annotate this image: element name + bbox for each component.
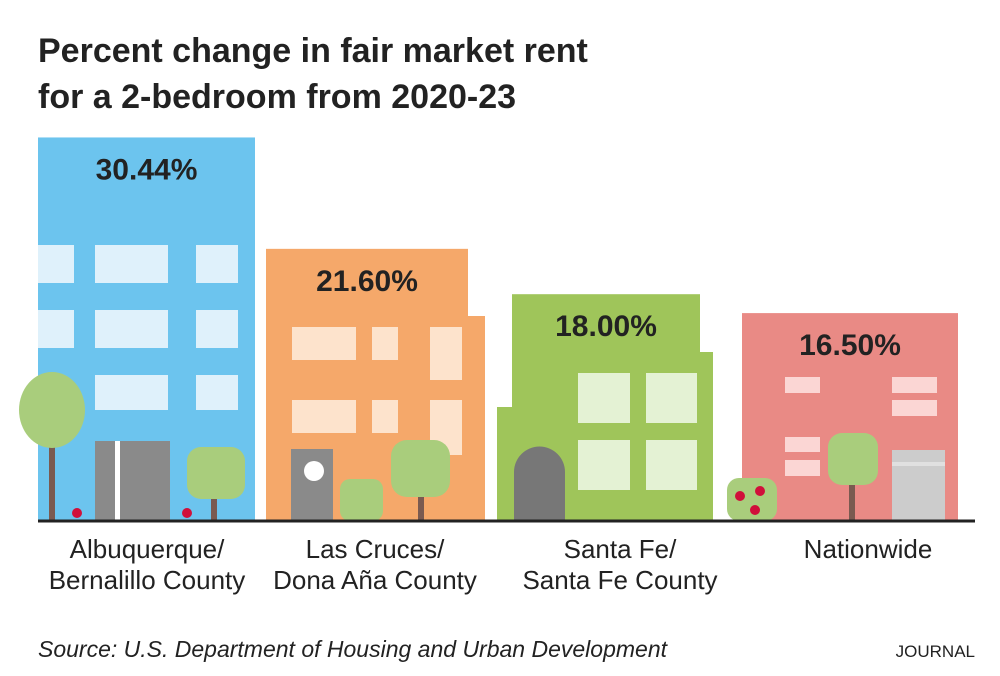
value-label: 21.60%: [316, 265, 418, 298]
value-label: 30.44%: [96, 153, 198, 186]
decorations: [19, 245, 945, 521]
source: Source: U.S. Department of Housing and U…: [38, 636, 669, 662]
credit: JOURNAL: [896, 642, 975, 661]
x-tick-label: Santa Fe County: [522, 565, 717, 595]
chart-title: Percent change in fair market rent: [38, 32, 588, 70]
value-label: 16.50%: [799, 329, 901, 362]
x-tick-label: Nationwide: [804, 534, 933, 564]
value-label: 18.00%: [555, 310, 657, 343]
building-wing: [700, 352, 713, 521]
chart-title: for a 2-bedroom from 2020-23: [38, 78, 516, 116]
x-tick-label: Bernalillo County: [49, 565, 246, 595]
building-wing: [468, 316, 485, 521]
x-tick-label: Dona Aña County: [273, 565, 477, 595]
x-tick-label: Albuquerque/: [70, 534, 225, 564]
x-tick-label: Las Cruces/: [306, 534, 445, 564]
x-tick-label: Santa Fe/: [564, 534, 678, 564]
